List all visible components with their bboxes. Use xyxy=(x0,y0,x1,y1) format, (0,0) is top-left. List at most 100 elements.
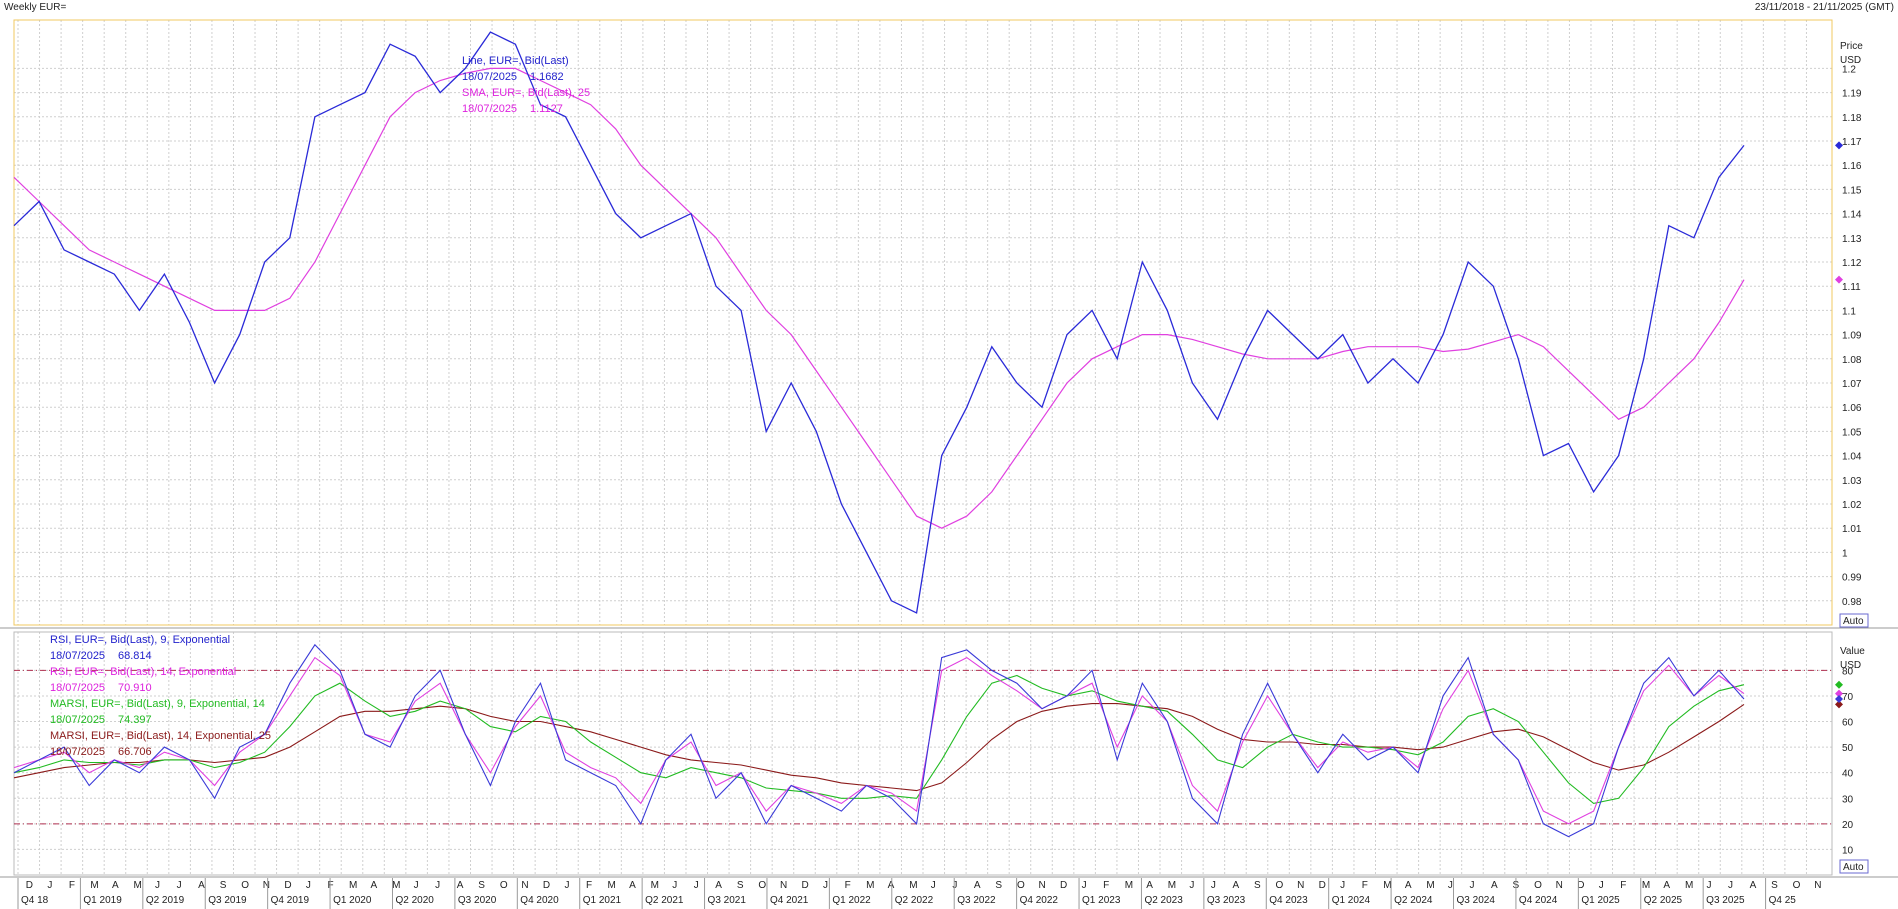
legend-rsi14-value: 70.910 xyxy=(118,682,152,694)
month-tick-label: J xyxy=(823,880,828,891)
month-tick-label: M xyxy=(1125,880,1133,891)
legend-line-value: 1.1682 xyxy=(530,71,564,83)
month-tick-label: J xyxy=(1728,880,1733,891)
quarter-tick-label: Q1 2020 xyxy=(333,895,372,906)
month-tick-label: J xyxy=(564,880,569,891)
price-tick-label: 1.04 xyxy=(1842,452,1862,463)
month-tick-label: A xyxy=(1663,880,1670,891)
price-tick-label: 1.16 xyxy=(1842,161,1862,172)
month-tick-label: F xyxy=(586,880,592,891)
legend-sma-date: 18/07/2025 xyxy=(462,103,517,115)
quarter-tick-label: Q2 2022 xyxy=(895,895,934,906)
quarter-tick-label: Q3 2019 xyxy=(208,895,247,906)
rsi9-series-line-last-marker xyxy=(1835,694,1843,703)
indicator-tick-label: 60 xyxy=(1842,718,1854,729)
quarter-tick-label: Q3 2022 xyxy=(957,895,996,906)
price-tick-label: 1.03 xyxy=(1842,476,1862,487)
indicator-axis-unit: USD xyxy=(1840,660,1861,671)
month-tick-label: J xyxy=(672,880,677,891)
month-tick-label: F xyxy=(1103,880,1109,891)
price-tick-label: 0.99 xyxy=(1842,573,1862,584)
month-tick-label: D xyxy=(284,880,291,891)
legend-marsi9-date: 18/07/2025 xyxy=(50,714,105,726)
legend-rsi9-name: RSI, EUR=, Bid(Last), 9, Exponential xyxy=(50,634,230,646)
legend-marsi9-name: MARSI, EUR=, Bid(Last), 9, Exponential, … xyxy=(50,698,265,710)
month-tick-label: O xyxy=(1276,880,1284,891)
month-tick-label: D xyxy=(1577,880,1584,891)
quarter-tick-label: Q3 2021 xyxy=(708,895,747,906)
month-tick-label: M xyxy=(392,880,400,891)
indicator-auto-label[interactable]: Auto xyxy=(1843,862,1864,873)
marsi9-series-line xyxy=(13,674,1745,804)
month-tick-label: J xyxy=(177,880,182,891)
legend-rsi9-date: 18/07/2025 xyxy=(50,650,105,662)
month-tick-label: A xyxy=(112,880,119,891)
indicator-tick-label: 10 xyxy=(1842,845,1854,856)
legend-rsi14-date: 18/07/2025 xyxy=(50,682,105,694)
price-tick-label: 1.13 xyxy=(1842,234,1862,245)
price-auto-button[interactable]: Auto xyxy=(1839,613,1869,628)
month-tick-label: M xyxy=(608,880,616,891)
price-auto-label[interactable]: Auto xyxy=(1843,616,1864,627)
legend-rsi14-name: RSI, EUR=, Bid(Last), 14, Exponential xyxy=(50,666,236,678)
month-tick-label: J xyxy=(155,880,160,891)
indicator-tick-label: 50 xyxy=(1842,743,1854,754)
price-tick-label: 1.01 xyxy=(1842,524,1862,535)
indicator-axis-title: Value xyxy=(1840,646,1865,657)
price-tick-label: 1.19 xyxy=(1842,89,1862,100)
month-tick-label: A xyxy=(371,880,378,891)
legend-marsi9-value: 74.397 xyxy=(118,714,152,726)
price-tick-label: 1.02 xyxy=(1842,500,1862,511)
month-tick-label: J xyxy=(1211,880,1216,891)
month-tick-label: M xyxy=(909,880,917,891)
month-tick-label: A xyxy=(715,880,722,891)
month-tick-label: N xyxy=(1556,880,1563,891)
month-tick-label: D xyxy=(26,880,33,891)
month-tick-label: S xyxy=(737,880,744,891)
month-tick-label: J xyxy=(694,880,699,891)
month-tick-label: O xyxy=(241,880,249,891)
price-tick-label: 1.05 xyxy=(1842,427,1862,438)
quarter-tick-label: Q1 2025 xyxy=(1581,895,1620,906)
month-tick-label: J xyxy=(1599,880,1604,891)
month-tick-label: A xyxy=(1232,880,1239,891)
legend-rsi9-value: 68.814 xyxy=(118,650,152,662)
legend-marsi14-name: MARSI, EUR=, Bid(Last), 14, Exponential,… xyxy=(50,730,271,742)
month-tick-label: O xyxy=(1017,880,1025,891)
price-tick-label: 1.12 xyxy=(1842,258,1862,269)
month-tick-label: A xyxy=(629,880,636,891)
price-legend: Line, EUR=, Bid(Last) 18/07/2025 1.1682 … xyxy=(462,55,590,115)
indicator-tick-label: 70 xyxy=(1842,692,1854,703)
month-tick-label: F xyxy=(1620,880,1626,891)
month-tick-label: O xyxy=(758,880,766,891)
sma-series-line xyxy=(13,67,1745,529)
month-tick-label: A xyxy=(198,880,205,891)
month-tick-label: D xyxy=(543,880,550,891)
quarter-tick-label: Q4 25 xyxy=(1769,895,1797,906)
indicator-legend: RSI, EUR=, Bid(Last), 9, Exponential 18/… xyxy=(50,634,271,758)
month-tick-label: D xyxy=(1319,880,1326,891)
quarter-tick-label: Q1 2022 xyxy=(832,895,871,906)
month-tick-label: M xyxy=(1383,880,1391,891)
price-tick-label: 1.1 xyxy=(1842,306,1856,317)
month-tick-label: O xyxy=(1793,880,1801,891)
month-tick-label: M xyxy=(1685,880,1693,891)
legend-line-date: 18/07/2025 xyxy=(462,71,517,83)
price-axis-unit: USD xyxy=(1840,55,1861,66)
month-tick-label: J xyxy=(1082,880,1087,891)
indicator-auto-button[interactable]: Auto xyxy=(1839,859,1869,874)
price-tick-label: 1.14 xyxy=(1842,210,1862,221)
axis-layer: D J F M A M J J A S O N D J F M A M J J A S O N D J F M A M J J A S O N D J F M… xyxy=(17,64,1862,909)
month-tick-label: A xyxy=(974,880,981,891)
month-tick-label: N xyxy=(1297,880,1304,891)
price-tick-label: 1.2 xyxy=(1842,64,1856,75)
price-tick-label: 1.15 xyxy=(1842,185,1862,196)
month-tick-label: S xyxy=(220,880,227,891)
month-tick-label: J xyxy=(435,880,440,891)
date-range: 23/11/2018 - 21/11/2025 (GMT) xyxy=(1754,2,1894,13)
grid-layer xyxy=(14,20,1832,875)
month-tick-label: S xyxy=(1771,880,1778,891)
month-tick-label: O xyxy=(1534,880,1542,891)
quarter-tick-label: Q2 2019 xyxy=(146,895,185,906)
